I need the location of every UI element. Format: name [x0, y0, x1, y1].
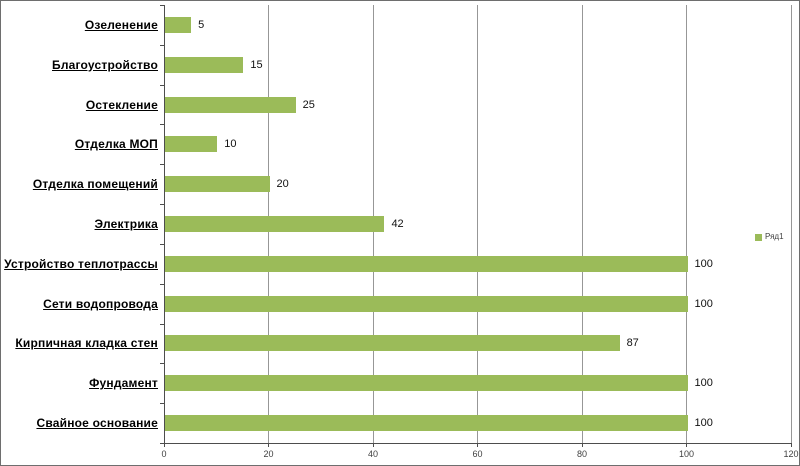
y-axis-tick [160, 363, 164, 365]
x-axis-tick-label: 80 [576, 449, 588, 459]
category-label: Электрика [94, 216, 158, 231]
bar[interactable] [165, 176, 270, 193]
x-axis-line [164, 443, 792, 444]
category-label: Благоустройство [52, 57, 158, 72]
x-axis-tick [686, 443, 687, 447]
x-axis-tick [581, 443, 583, 447]
category-label: Устройство теплотрассы [4, 256, 158, 271]
x-axis-tick-label: 20 [263, 449, 274, 459]
bar-value-label: 100 [694, 417, 713, 430]
x-axis-tick [163, 443, 165, 447]
bar[interactable] [165, 216, 385, 232]
x-axis-tick [372, 443, 374, 447]
y-axis-tick [160, 124, 164, 126]
x-axis-tick-label: 120 [783, 449, 799, 459]
bar-value-label: 20 [276, 178, 289, 191]
legend-swatch-icon [755, 233, 762, 241]
x-axis-tick-label: 40 [367, 449, 379, 459]
y-axis-tick [160, 323, 164, 325]
bar-value-label: 15 [250, 58, 263, 71]
bar-value-label: 100 [694, 377, 713, 390]
bar-value-label: 10 [224, 138, 237, 151]
y-axis-tick [160, 283, 164, 285]
bar-value-label: 5 [198, 18, 205, 31]
y-axis-tick [160, 5, 164, 6]
bar[interactable] [165, 136, 218, 153]
legend[interactable]: Ряд1 [752, 229, 789, 245]
y-axis-tick [160, 403, 164, 405]
y-axis-tick [160, 164, 164, 166]
category-label: Отделка МОП [74, 137, 158, 152]
y-axis-tick [160, 44, 164, 46]
gridline [581, 5, 583, 443]
category-label: Остекление [85, 97, 158, 112]
x-axis-tick [790, 443, 792, 447]
bar-value-label: 100 [694, 257, 713, 270]
legend-series-label: Ряд1 [765, 232, 784, 241]
category-label: Кирпичная кладка стен [15, 336, 158, 351]
y-axis-tick [160, 443, 164, 444]
y-axis-tick [160, 204, 164, 206]
x-axis-tick [477, 443, 478, 447]
bar-value-label: 42 [391, 218, 404, 230]
category-label: Сети водопровода [43, 296, 158, 311]
bar[interactable] [165, 335, 620, 352]
gridline [790, 5, 792, 443]
bar[interactable] [165, 415, 688, 432]
category-label: Свайное основание [36, 416, 158, 431]
category-label: Фундамент [89, 376, 158, 391]
gridline [686, 5, 687, 443]
x-axis-tick-label: 100 [678, 449, 695, 459]
category-label: Отделка помещений [32, 177, 158, 192]
bar[interactable] [165, 96, 296, 113]
y-axis-tick [160, 243, 164, 245]
bar[interactable] [165, 56, 244, 73]
bar-value-label: 87 [626, 337, 639, 350]
gridline [477, 5, 478, 443]
bar[interactable] [165, 255, 688, 272]
category-label: Озеленение [84, 17, 158, 32]
x-axis-tick [268, 443, 269, 447]
y-axis-line [164, 5, 165, 443]
x-axis-tick-label: 0 [161, 449, 167, 459]
bar[interactable] [165, 295, 688, 312]
bar[interactable] [165, 375, 688, 392]
x-axis-tick-label: 60 [472, 449, 483, 459]
bar-value-label: 25 [302, 98, 315, 111]
bar-value-label: 100 [694, 297, 713, 310]
y-axis-tick [160, 84, 164, 86]
bar[interactable] [165, 16, 192, 33]
